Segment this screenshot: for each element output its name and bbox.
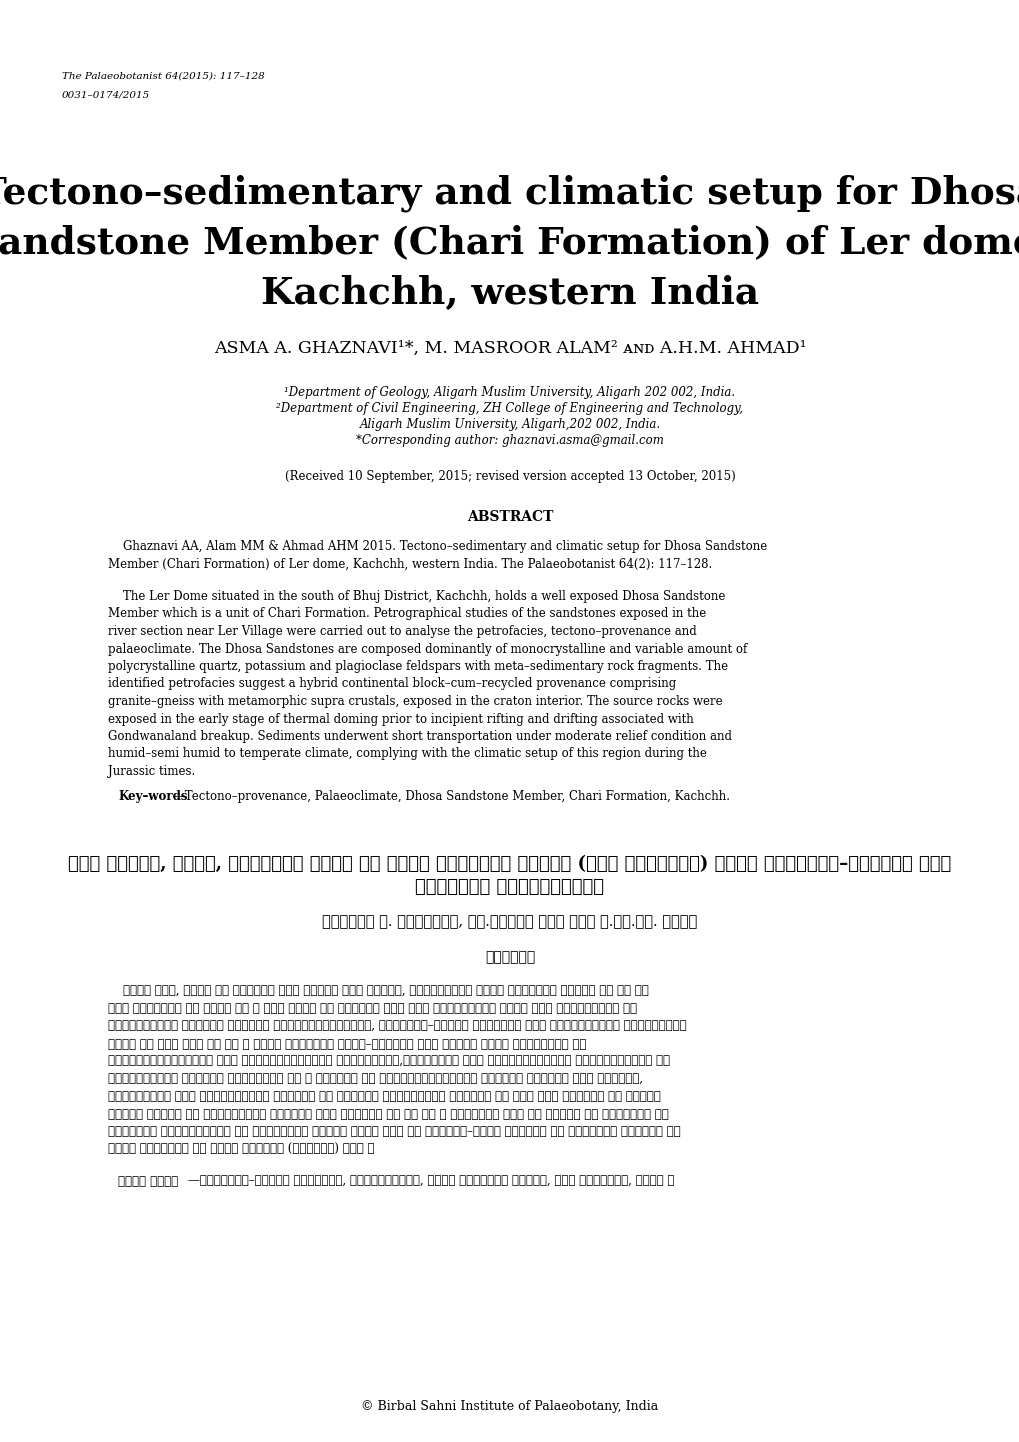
Text: लेर गुंबद, कच्छ, पश्चिमी भारत के घोसा बलुआपथर सदस्य (चरी शैलसमूह) हेतु विवर्तन–अ: लेर गुंबद, कच्छ, पश्चिमी भारत के घोसा बल… bbox=[68, 855, 951, 872]
Text: ASMA A. GHAZNAVI¹*, M. MASROOR ALAM² ᴀɴᴅ A.H.M. AHMAD¹: ASMA A. GHAZNAVI¹*, M. MASROOR ALAM² ᴀɴᴅ… bbox=[213, 340, 806, 358]
Text: The Ler Dome situated in the south of Bhuj District, Kachchh, holds a well expos: The Ler Dome situated in the south of Bh… bbox=[108, 590, 747, 779]
Text: Aligarh Muslim University, Aligarh,202 002, India.: Aligarh Muslim University, Aligarh,202 0… bbox=[359, 418, 660, 431]
Text: आर्समा ए. गाज़नवी, एम.मसरूर आलम एवं ए.एच.एम. अहमद: आर्समा ए. गाज़नवी, एम.मसरूर आलम एवं ए.एच… bbox=[322, 916, 697, 929]
Text: ²Department of Civil Engineering, ZH College of Engineering and Technology,: ²Department of Civil Engineering, ZH Col… bbox=[276, 402, 743, 415]
Text: Sandstone Member (Chari Formation) of Ler dome,: Sandstone Member (Chari Formation) of Le… bbox=[0, 225, 1019, 262]
Text: —विवर्तन–उद्गम क्षेत्र, पुराजलवायु, घोसा बलुआपथर सदस्य, चरी शैलसमूह, कच्छ ।: —विवर्तन–उद्गम क्षेत्र, पुराजलवायु, घोसा… bbox=[187, 1175, 674, 1188]
Text: *Corresponding author: ghaznavi.asma@gmail.com: *Corresponding author: ghaznavi.asma@gma… bbox=[356, 434, 663, 447]
Text: ABSTRACT: ABSTRACT bbox=[467, 510, 552, 523]
Text: Key–words: Key–words bbox=[118, 790, 187, 803]
Text: सारांश: सारांश bbox=[484, 950, 535, 965]
Text: —Tectono–provenance, Palaeoclimate, Dhosa Sandstone Member, Chari Formation, Kac: —Tectono–provenance, Palaeoclimate, Dhos… bbox=[173, 790, 730, 803]
Text: जलवायवी व्यवस्थापन: जलवायवी व्यवस्थापन bbox=[415, 878, 604, 895]
Text: © Birbal Sahni Institute of Palaeobotany, India: © Birbal Sahni Institute of Palaeobotany… bbox=[361, 1400, 658, 1413]
Text: Tectono–sedimentary and climatic setup for Dhosa: Tectono–sedimentary and climatic setup f… bbox=[0, 174, 1019, 212]
Text: सूचक शब्द: सूचक शब्द bbox=[118, 1175, 178, 1188]
Text: Ghaznavi AA, Alam MM & Ahmad AHM 2015. Tectono–sedimentary and climatic setup fo: Ghaznavi AA, Alam MM & Ahmad AHM 2015. T… bbox=[108, 539, 766, 571]
Text: जिला भुज, कच्छ के दक्षिण में स्थित लेर गुंबद, सुजनावरित घोसा बलुआपथर सदस्य है जो: जिला भुज, कच्छ के दक्षिण में स्थित लेर ग… bbox=[108, 985, 686, 1155]
Text: 0031–0174/2015: 0031–0174/2015 bbox=[62, 89, 150, 99]
Text: ¹Department of Geology, Aligarh Muslim University, Aligarh 202 002, India.: ¹Department of Geology, Aligarh Muslim U… bbox=[284, 386, 735, 399]
Text: (Received 10 September, 2015; revised version accepted 13 October, 2015): (Received 10 September, 2015; revised ve… bbox=[284, 470, 735, 483]
Text: The Palaeobotanist 64(2015): 117–128: The Palaeobotanist 64(2015): 117–128 bbox=[62, 72, 265, 81]
Text: Kachchh, western India: Kachchh, western India bbox=[261, 275, 758, 311]
